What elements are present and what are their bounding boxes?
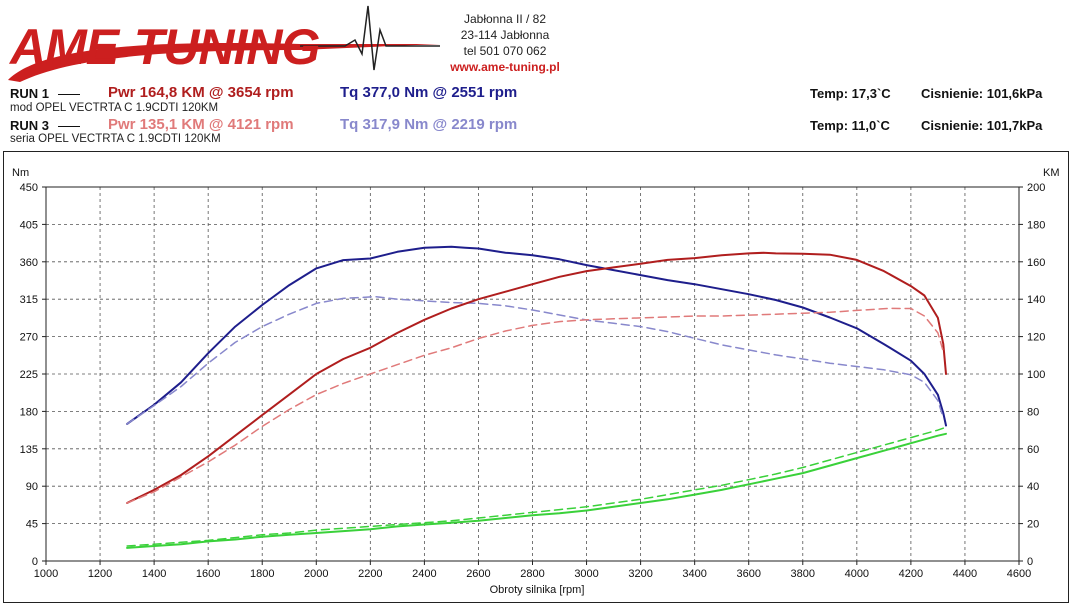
y-right-tick-label: 120 bbox=[1027, 332, 1045, 344]
y-left-tick-label: 135 bbox=[20, 444, 38, 456]
x-tick-label: 2400 bbox=[412, 568, 436, 580]
run3-description: seria OPEL VECTRTA C 1.9CDTI 120KM bbox=[10, 133, 221, 145]
x-tick-label: 4200 bbox=[899, 568, 923, 580]
y-left-tick-label: 45 bbox=[26, 519, 38, 531]
run3-pressure: Cisnienie: 101,7kPa bbox=[921, 118, 1043, 133]
company-address: Jabłonna II / 82 23-114 Jabłonna tel 501… bbox=[440, 11, 570, 75]
chart-frame bbox=[3, 151, 1069, 603]
y-left-tick-label: 0 bbox=[32, 556, 38, 568]
x-tick-label: 3600 bbox=[736, 568, 760, 580]
y-right-tick-label: 200 bbox=[1027, 182, 1045, 194]
run3-power-summary: Pwr 135,1 KM @ 4121 rpm bbox=[108, 116, 294, 133]
y-left-tick-label: 180 bbox=[20, 406, 38, 418]
x-tick-label: 1200 bbox=[88, 568, 112, 580]
y-right-tick-label: 0 bbox=[1027, 556, 1033, 568]
y-left-tick-label: 90 bbox=[26, 481, 38, 493]
x-tick-label: 1800 bbox=[250, 568, 274, 580]
y-axis-right-label: KM bbox=[1043, 167, 1060, 179]
logo-swoosh bbox=[8, 43, 440, 82]
x-tick-label: 3400 bbox=[682, 568, 706, 580]
x-tick-label: 2800 bbox=[520, 568, 544, 580]
run1-temperature: Temp: 17,3`C bbox=[810, 86, 891, 101]
run3-label-row: RUN 3 bbox=[10, 118, 90, 133]
run3-line-swatch bbox=[58, 126, 80, 128]
y-left-tick-label: 450 bbox=[20, 182, 38, 194]
website-link[interactable]: www.ame-tuning.pl bbox=[450, 60, 560, 74]
run3-label: RUN 3 bbox=[10, 118, 50, 133]
run1-description: mod OPEL VECTRTA C 1.9CDTI 120KM bbox=[10, 102, 219, 114]
logo-heartbeat-line bbox=[300, 5, 440, 71]
y-left-tick-label: 270 bbox=[20, 332, 38, 344]
run3-temperature: Temp: 11,0`C bbox=[810, 118, 890, 133]
x-tick-label: 1600 bbox=[196, 568, 220, 580]
y-left-tick-label: 405 bbox=[20, 219, 38, 231]
x-tick-label: 1000 bbox=[34, 568, 58, 580]
run1-torque-summary: Tq 377,0 Nm @ 2551 rpm bbox=[340, 84, 518, 101]
chart-axes: 1000 1200 1400 1600 1800 2000 2200 2400 2600 2800… bbox=[20, 182, 1046, 580]
x-tick-label: 4600 bbox=[1007, 568, 1031, 580]
run3-torque-summary: Tq 317,9 Nm @ 2219 rpm bbox=[340, 116, 518, 133]
x-tick-label: 1400 bbox=[142, 568, 166, 580]
y-right-tick-label: 40 bbox=[1027, 481, 1039, 493]
x-tick-label: 3000 bbox=[574, 568, 598, 580]
logo-graphic bbox=[8, 5, 440, 82]
address-phone: tel 501 070 062 bbox=[463, 44, 547, 58]
run1-pressure: Cisnienie: 101,6kPa bbox=[921, 86, 1043, 101]
run3-loss-curve bbox=[126, 427, 945, 547]
y-right-tick-label: 100 bbox=[1027, 369, 1045, 381]
y-axis-left-label: Nm bbox=[12, 167, 29, 179]
run3-torque-curve bbox=[126, 295, 945, 425]
logo: AME-TUNING bbox=[0, 0, 440, 90]
address-line-2: 23-114 Jabłonna bbox=[460, 28, 550, 42]
run1-torque-curve bbox=[126, 245, 947, 427]
run1-line-swatch bbox=[58, 94, 80, 96]
y-right-tick-label: 60 bbox=[1027, 444, 1039, 456]
y-right-tick-label: 80 bbox=[1027, 406, 1039, 418]
run3-power-curve bbox=[126, 307, 945, 504]
run1-power-summary: Pwr 164,8 KM @ 3654 rpm bbox=[108, 84, 294, 101]
address-line-1: Jabłonna II / 82 bbox=[463, 12, 547, 26]
y-left-tick-label: 315 bbox=[20, 294, 38, 306]
run1-loss-curve bbox=[126, 432, 947, 549]
x-tick-label: 4400 bbox=[953, 568, 977, 580]
x-axis-label: Obroty silnika [rpm] bbox=[490, 584, 585, 596]
run1-power-curve bbox=[126, 251, 947, 504]
x-tick-label: 4000 bbox=[845, 568, 869, 580]
y-right-tick-label: 20 bbox=[1027, 519, 1039, 531]
logo-text: AME-TUNING bbox=[10, 19, 320, 75]
run1-label-row: RUN 1 bbox=[10, 86, 90, 101]
x-tick-label: 2600 bbox=[466, 568, 490, 580]
x-tick-label: 2000 bbox=[304, 568, 328, 580]
y-right-tick-label: 140 bbox=[1027, 294, 1045, 306]
chart-grid bbox=[46, 187, 1019, 561]
x-tick-label: 3200 bbox=[628, 568, 652, 580]
run1-label: RUN 1 bbox=[10, 86, 50, 101]
x-tick-label: 2200 bbox=[358, 568, 382, 580]
y-left-tick-label: 360 bbox=[20, 257, 38, 269]
chart-curves bbox=[126, 245, 947, 549]
x-tick-label: 3800 bbox=[791, 568, 815, 580]
y-right-tick-label: 180 bbox=[1027, 219, 1045, 231]
y-right-tick-label: 160 bbox=[1027, 257, 1045, 269]
y-left-tick-label: 225 bbox=[20, 369, 38, 381]
